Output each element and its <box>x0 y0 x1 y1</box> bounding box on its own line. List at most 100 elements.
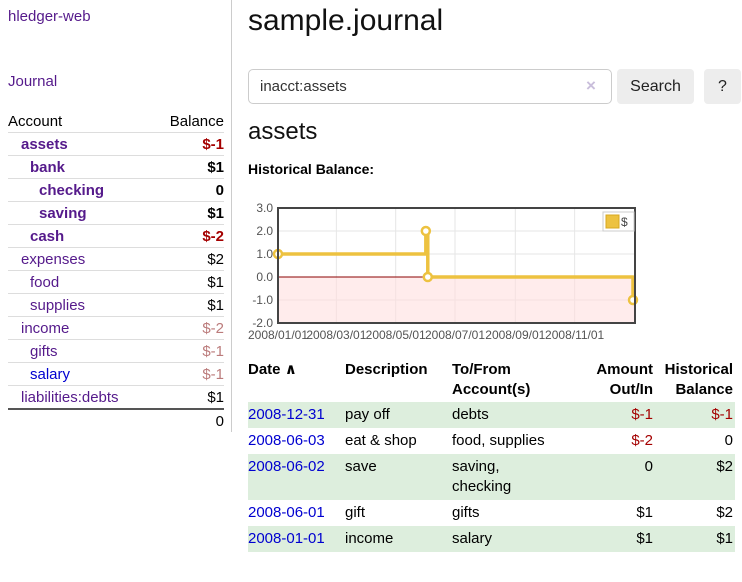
transaction-row[interactable]: 2008-06-02 save saving, checking 0 $2 <box>248 454 735 500</box>
account-row: cash $-2 <box>8 224 224 248</box>
transaction-row[interactable]: 2008-06-03 eat & shop food, supplies $-2… <box>248 428 735 454</box>
account-balance: $1 <box>207 297 224 314</box>
account-row: salary $-1 <box>8 362 224 386</box>
app-title-link[interactable]: hledger-web <box>8 8 91 25</box>
transaction-date-link[interactable]: 2008-06-02 <box>248 458 325 475</box>
transaction-balance: $1 <box>716 530 733 547</box>
transaction-accounts: gifts <box>452 504 480 521</box>
svg-text:2008/09/01: 2008/09/01 <box>485 328 545 342</box>
accounts-total-row: 0 <box>8 409 224 432</box>
register-header-row: Date ∧ Description To/From Account(s) Am… <box>248 358 735 402</box>
transaction-amount: $-1 <box>631 406 653 423</box>
account-row: saving $1 <box>8 201 224 225</box>
help-button[interactable]: ? <box>704 69 741 104</box>
account-link-bank[interactable]: bank <box>30 159 66 176</box>
transaction-description: save <box>345 458 377 475</box>
transaction-accounts: debts <box>452 406 489 423</box>
transaction-date-link[interactable]: 2008-06-01 <box>248 504 325 521</box>
search-form: × Search ? <box>248 69 742 104</box>
column-header-amount: Amount Out/In <box>596 361 653 398</box>
transaction-balance: $2 <box>716 458 733 475</box>
search-button[interactable]: Search <box>617 69 694 104</box>
account-balance: $-1 <box>202 343 224 360</box>
account-link-supplies[interactable]: supplies <box>30 297 86 314</box>
svg-text:-1.0: -1.0 <box>252 293 273 307</box>
account-link-expenses[interactable]: expenses <box>21 251 86 268</box>
account-link-cash[interactable]: cash <box>30 228 65 245</box>
account-link-gifts[interactable]: gifts <box>30 343 58 360</box>
account-balance: $-2 <box>202 228 224 245</box>
svg-text:2008/01/01: 2008/01/01 <box>248 328 308 342</box>
transaction-date-link[interactable]: 2008-12-31 <box>248 406 325 423</box>
transaction-date-link[interactable]: 2008-06-03 <box>248 432 325 449</box>
transaction-accounts: saving, checking <box>452 458 512 495</box>
account-row: liabilities:debts $1 <box>8 385 224 410</box>
account-row: food $1 <box>8 270 224 294</box>
sidebar-item-journal[interactable]: Journal <box>8 73 58 90</box>
column-header-tofrom: To/From Account(s) <box>452 361 531 398</box>
svg-text:-2.0: -2.0 <box>252 316 273 330</box>
chart-border <box>277 207 636 324</box>
legend-label: $ <box>621 215 628 229</box>
column-header-description: Description <box>345 361 428 378</box>
account-balance: $1 <box>207 274 224 291</box>
column-header-historical: Historical Balance <box>664 361 733 398</box>
account-link-food[interactable]: food <box>30 274 60 291</box>
accounts-total: 0 <box>215 413 224 430</box>
account-balance: $-2 <box>202 320 224 337</box>
account-link-liabilities-debts[interactable]: liabilities:debts <box>21 389 119 406</box>
clear-search-icon[interactable]: × <box>586 76 596 95</box>
accounts-table: Account Balance assets $-1 bank $1 check… <box>8 110 224 432</box>
sort-ascending-icon: ∧ <box>284 361 297 378</box>
main-content: sample.journal × Search ? assets Histori… <box>248 0 742 552</box>
account-row: assets $-1 <box>8 132 224 156</box>
account-row: checking 0 <box>8 178 224 202</box>
chart-title: Historical Balance: <box>248 161 375 177</box>
accounts-header-row: Account Balance <box>8 110 224 133</box>
account-row: expenses $2 <box>8 247 224 271</box>
transaction-amount: 0 <box>644 458 653 475</box>
transaction-accounts: salary <box>452 530 493 547</box>
transaction-amount: $1 <box>636 530 653 547</box>
account-link-saving[interactable]: saving <box>39 205 87 222</box>
account-balance: $-1 <box>202 366 224 383</box>
transaction-row[interactable]: 2008-01-01 income salary $1 $1 <box>248 526 735 552</box>
account-balance: $1 <box>207 389 224 406</box>
account-balance: $-1 <box>202 136 224 153</box>
page-title: sample.journal <box>248 4 444 37</box>
chart-canvas: 3.0 2.0 1.0 0.0 -1.0 -2.02008/01/012008/03/01… <box>248 201 639 342</box>
account-link-salary[interactable]: salary <box>30 366 71 383</box>
transaction-description: pay off <box>345 406 390 423</box>
historical-balance-chart: 3.0 2.0 1.0 0.0 -1.0 -2.0 2008/01/01 2008/03/01… <box>240 196 742 348</box>
svg-text:1.0: 1.0 <box>256 247 273 261</box>
transaction-description: gift <box>345 504 366 521</box>
transaction-balance: $2 <box>716 504 733 521</box>
transactions-table: Date ∧ Description To/From Account(s) Am… <box>248 358 735 552</box>
account-balance: $1 <box>207 205 224 222</box>
transaction-accounts: food, supplies <box>452 432 545 449</box>
accounts-header-account: Account <box>8 113 63 130</box>
sidebar: hledger-web Journal Account Balance asse… <box>0 0 232 432</box>
account-link-assets[interactable]: assets <box>21 136 68 153</box>
column-header-date[interactable]: Date ∧ <box>248 361 297 378</box>
account-balance: $1 <box>207 159 224 176</box>
transaction-description: eat & shop <box>345 432 417 449</box>
transaction-amount: $-2 <box>631 432 653 449</box>
transaction-row[interactable]: 2008-12-31 pay off debts $-1 $-1 <box>248 402 735 428</box>
account-row: income $-2 <box>8 316 224 340</box>
svg-text:2008/05/01: 2008/05/01 <box>366 328 426 342</box>
search-input[interactable] <box>248 69 612 104</box>
svg-text:2008/11/01: 2008/11/01 <box>545 328 604 342</box>
svg-text:2008/03/01: 2008/03/01 <box>306 328 366 342</box>
svg-text:2008/07/01: 2008/07/01 <box>425 328 485 342</box>
transaction-row[interactable]: 2008-06-01 gift gifts $1 $2 <box>248 500 735 526</box>
transaction-balance: $-1 <box>711 406 733 423</box>
accounts-header-balance: Balance <box>169 113 224 130</box>
account-link-income[interactable]: income <box>21 320 70 337</box>
account-link-checking[interactable]: checking <box>39 182 105 199</box>
account-row: bank $1 <box>8 155 224 179</box>
account-balance: $2 <box>207 251 224 268</box>
transaction-date-link[interactable]: 2008-01-01 <box>248 530 325 547</box>
svg-text:3.0: 3.0 <box>256 201 273 215</box>
transaction-balance: 0 <box>724 432 733 449</box>
